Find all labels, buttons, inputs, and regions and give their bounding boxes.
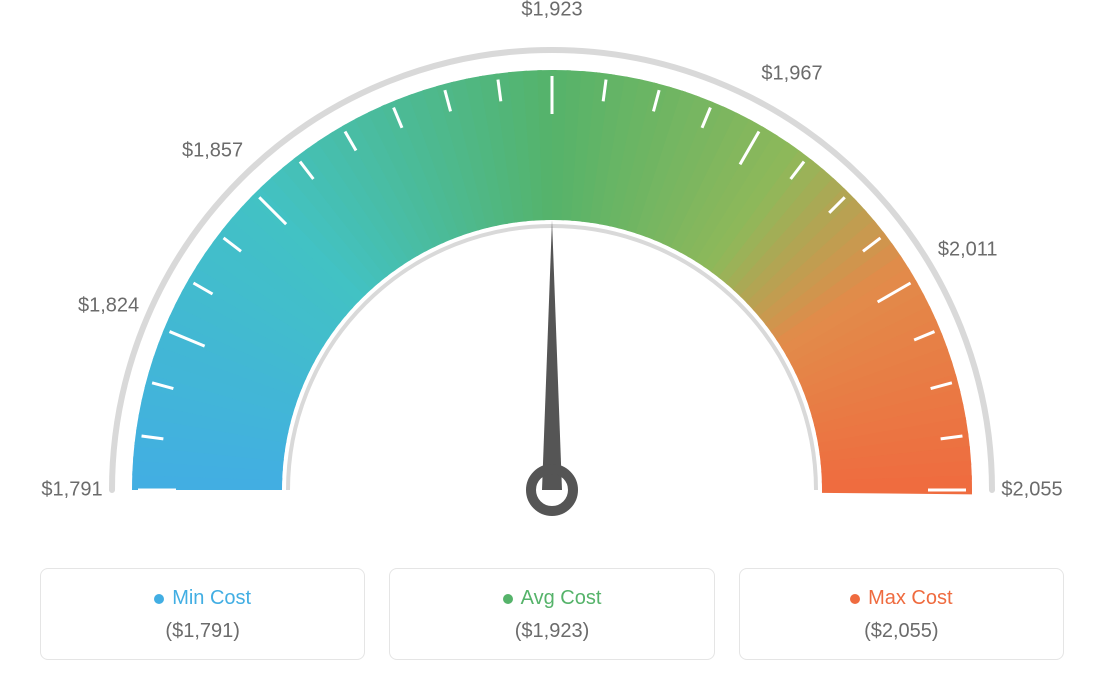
legend-label-avg: Avg Cost — [521, 587, 602, 610]
legend-value-min: ($1,791) — [51, 620, 354, 643]
gauge-tick-label: $1,857 — [182, 139, 243, 162]
gauge-svg — [0, 0, 1104, 560]
gauge-tick-label: $1,824 — [78, 295, 139, 318]
legend-card-min: Min Cost ($1,791) — [40, 568, 365, 660]
gauge-tick-label: $1,967 — [761, 63, 822, 86]
cost-gauge-container: $1,791 $1,824 $1,857 $1,923 $1,967 $2,011 $2,0… — [0, 0, 1104, 690]
legend-title-max: Max Cost — [850, 587, 952, 610]
gauge-tick-label: $2,011 — [938, 239, 998, 262]
legend-value-max: ($2,055) — [750, 620, 1053, 643]
gauge-tick-label: $2,055 — [1001, 479, 1062, 502]
legend-card-avg: Avg Cost ($1,923) — [389, 568, 714, 660]
legend-value-avg: ($1,923) — [400, 620, 703, 643]
dot-icon — [154, 594, 164, 604]
legend-card-max: Max Cost ($2,055) — [739, 568, 1064, 660]
legend-label-min: Min Cost — [172, 587, 251, 610]
gauge-chart: $1,791 $1,824 $1,857 $1,923 $1,967 $2,011 $2,0… — [0, 0, 1104, 560]
legend-label-max: Max Cost — [868, 587, 952, 610]
legend-row: Min Cost ($1,791) Avg Cost ($1,923) Max … — [40, 568, 1064, 660]
legend-title-avg: Avg Cost — [503, 587, 602, 610]
gauge-tick-label: $1,923 — [521, 0, 582, 22]
dot-icon — [850, 594, 860, 604]
legend-title-min: Min Cost — [154, 587, 251, 610]
dot-icon — [503, 594, 513, 604]
gauge-tick-label: $1,791 — [41, 479, 102, 502]
